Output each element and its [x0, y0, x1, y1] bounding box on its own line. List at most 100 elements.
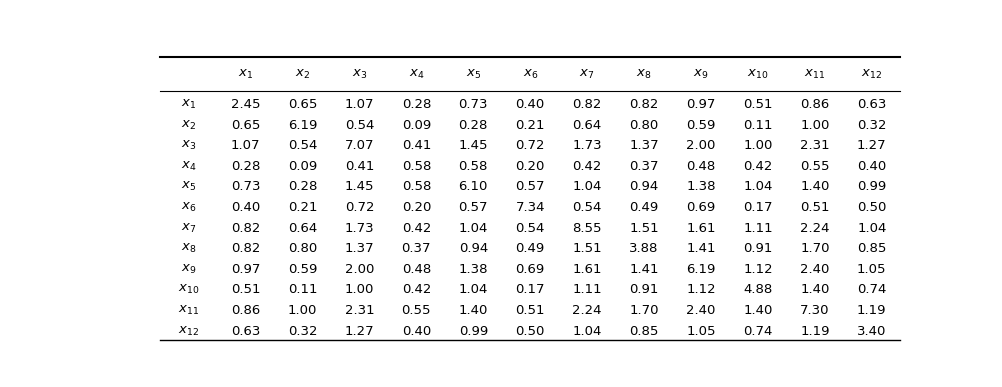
Text: 0.48: 0.48: [402, 263, 431, 276]
Text: 2.45: 2.45: [230, 98, 261, 111]
Text: 0.74: 0.74: [743, 325, 773, 337]
Text: 0.57: 0.57: [515, 180, 545, 194]
Text: 2.24: 2.24: [801, 222, 830, 235]
Text: 8.55: 8.55: [572, 222, 602, 235]
Text: 1.00: 1.00: [288, 304, 318, 317]
Text: 0.63: 0.63: [230, 325, 261, 337]
Text: 0.58: 0.58: [402, 180, 431, 194]
Text: 1.19: 1.19: [801, 325, 830, 337]
Text: 1.40: 1.40: [801, 283, 830, 296]
Text: 0.65: 0.65: [288, 98, 318, 111]
Text: 6.19: 6.19: [686, 263, 715, 276]
Text: 0.21: 0.21: [515, 118, 545, 132]
Text: 1.05: 1.05: [686, 325, 715, 337]
Text: 0.91: 0.91: [743, 242, 773, 255]
Text: 0.50: 0.50: [516, 325, 545, 337]
Text: $x_6$: $x_6$: [522, 68, 538, 81]
Text: 0.63: 0.63: [857, 98, 887, 111]
Text: 0.42: 0.42: [402, 283, 431, 296]
Text: $x_{11}$: $x_{11}$: [178, 304, 199, 317]
Text: 0.72: 0.72: [515, 139, 545, 152]
Text: 0.74: 0.74: [857, 283, 887, 296]
Text: 0.54: 0.54: [345, 118, 374, 132]
Text: 1.41: 1.41: [629, 263, 659, 276]
Text: 0.55: 0.55: [801, 160, 830, 173]
Text: 0.58: 0.58: [459, 160, 488, 173]
Text: 1.45: 1.45: [345, 180, 374, 194]
Text: 2.40: 2.40: [686, 304, 715, 317]
Text: $x_8$: $x_8$: [636, 68, 651, 81]
Text: 1.04: 1.04: [459, 283, 488, 296]
Text: $x_7$: $x_7$: [579, 68, 595, 81]
Text: 3.88: 3.88: [629, 242, 658, 255]
Text: 2.24: 2.24: [572, 304, 602, 317]
Text: 1.12: 1.12: [686, 283, 715, 296]
Text: 0.32: 0.32: [857, 118, 887, 132]
Text: 0.86: 0.86: [801, 98, 830, 111]
Text: 0.54: 0.54: [516, 222, 545, 235]
Text: 2.40: 2.40: [801, 263, 830, 276]
Text: $x_{12}$: $x_{12}$: [862, 68, 883, 81]
Text: 1.00: 1.00: [345, 283, 374, 296]
Text: $x_1$: $x_1$: [181, 98, 196, 111]
Text: 0.69: 0.69: [686, 201, 715, 214]
Text: 0.72: 0.72: [345, 201, 374, 214]
Text: 0.40: 0.40: [857, 160, 887, 173]
Text: 0.37: 0.37: [402, 242, 431, 255]
Text: 0.94: 0.94: [629, 180, 658, 194]
Text: 1.00: 1.00: [743, 139, 773, 152]
Text: 1.04: 1.04: [459, 222, 488, 235]
Text: 1.40: 1.40: [459, 304, 488, 317]
Text: 1.40: 1.40: [743, 304, 773, 317]
Text: 0.54: 0.54: [572, 201, 602, 214]
Text: $x_{12}$: $x_{12}$: [178, 325, 199, 338]
Text: 1.04: 1.04: [743, 180, 773, 194]
Text: 0.40: 0.40: [402, 325, 431, 337]
Text: 0.17: 0.17: [743, 201, 773, 214]
Text: 1.07: 1.07: [345, 98, 374, 111]
Text: 0.28: 0.28: [402, 98, 431, 111]
Text: 0.80: 0.80: [288, 242, 318, 255]
Text: 1.37: 1.37: [629, 139, 659, 152]
Text: 2.31: 2.31: [800, 139, 830, 152]
Text: 0.51: 0.51: [743, 98, 773, 111]
Text: 0.85: 0.85: [857, 242, 887, 255]
Text: 0.94: 0.94: [459, 242, 488, 255]
Text: 2.00: 2.00: [686, 139, 715, 152]
Text: 0.49: 0.49: [629, 201, 658, 214]
Text: 0.28: 0.28: [459, 118, 488, 132]
Text: 0.48: 0.48: [686, 160, 715, 173]
Text: 0.59: 0.59: [686, 118, 715, 132]
Text: $x_7$: $x_7$: [181, 221, 196, 235]
Text: 0.42: 0.42: [402, 222, 431, 235]
Text: 3.40: 3.40: [857, 325, 887, 337]
Text: $x_{10}$: $x_{10}$: [178, 283, 199, 296]
Text: 0.57: 0.57: [459, 201, 488, 214]
Text: 0.49: 0.49: [516, 242, 545, 255]
Text: 1.11: 1.11: [743, 222, 773, 235]
Text: 7.07: 7.07: [345, 139, 374, 152]
Text: 0.82: 0.82: [230, 242, 261, 255]
Text: 1.51: 1.51: [572, 242, 602, 255]
Text: $x_3$: $x_3$: [181, 139, 196, 152]
Text: 0.11: 0.11: [743, 118, 773, 132]
Text: 0.28: 0.28: [230, 160, 261, 173]
Text: 0.50: 0.50: [857, 201, 887, 214]
Text: $x_4$: $x_4$: [409, 68, 424, 81]
Text: $x_4$: $x_4$: [181, 160, 196, 173]
Text: $x_2$: $x_2$: [181, 118, 196, 132]
Text: 1.12: 1.12: [743, 263, 773, 276]
Text: 0.80: 0.80: [629, 118, 658, 132]
Text: 1.45: 1.45: [459, 139, 488, 152]
Text: $x_8$: $x_8$: [181, 242, 196, 255]
Text: 0.73: 0.73: [230, 180, 261, 194]
Text: 0.40: 0.40: [230, 201, 261, 214]
Text: 0.42: 0.42: [572, 160, 602, 173]
Text: $x_9$: $x_9$: [693, 68, 708, 81]
Text: 0.54: 0.54: [288, 139, 318, 152]
Text: 1.07: 1.07: [230, 139, 261, 152]
Text: 0.11: 0.11: [288, 283, 318, 296]
Text: 0.42: 0.42: [743, 160, 773, 173]
Text: $x_5$: $x_5$: [181, 180, 196, 194]
Text: 1.73: 1.73: [572, 139, 602, 152]
